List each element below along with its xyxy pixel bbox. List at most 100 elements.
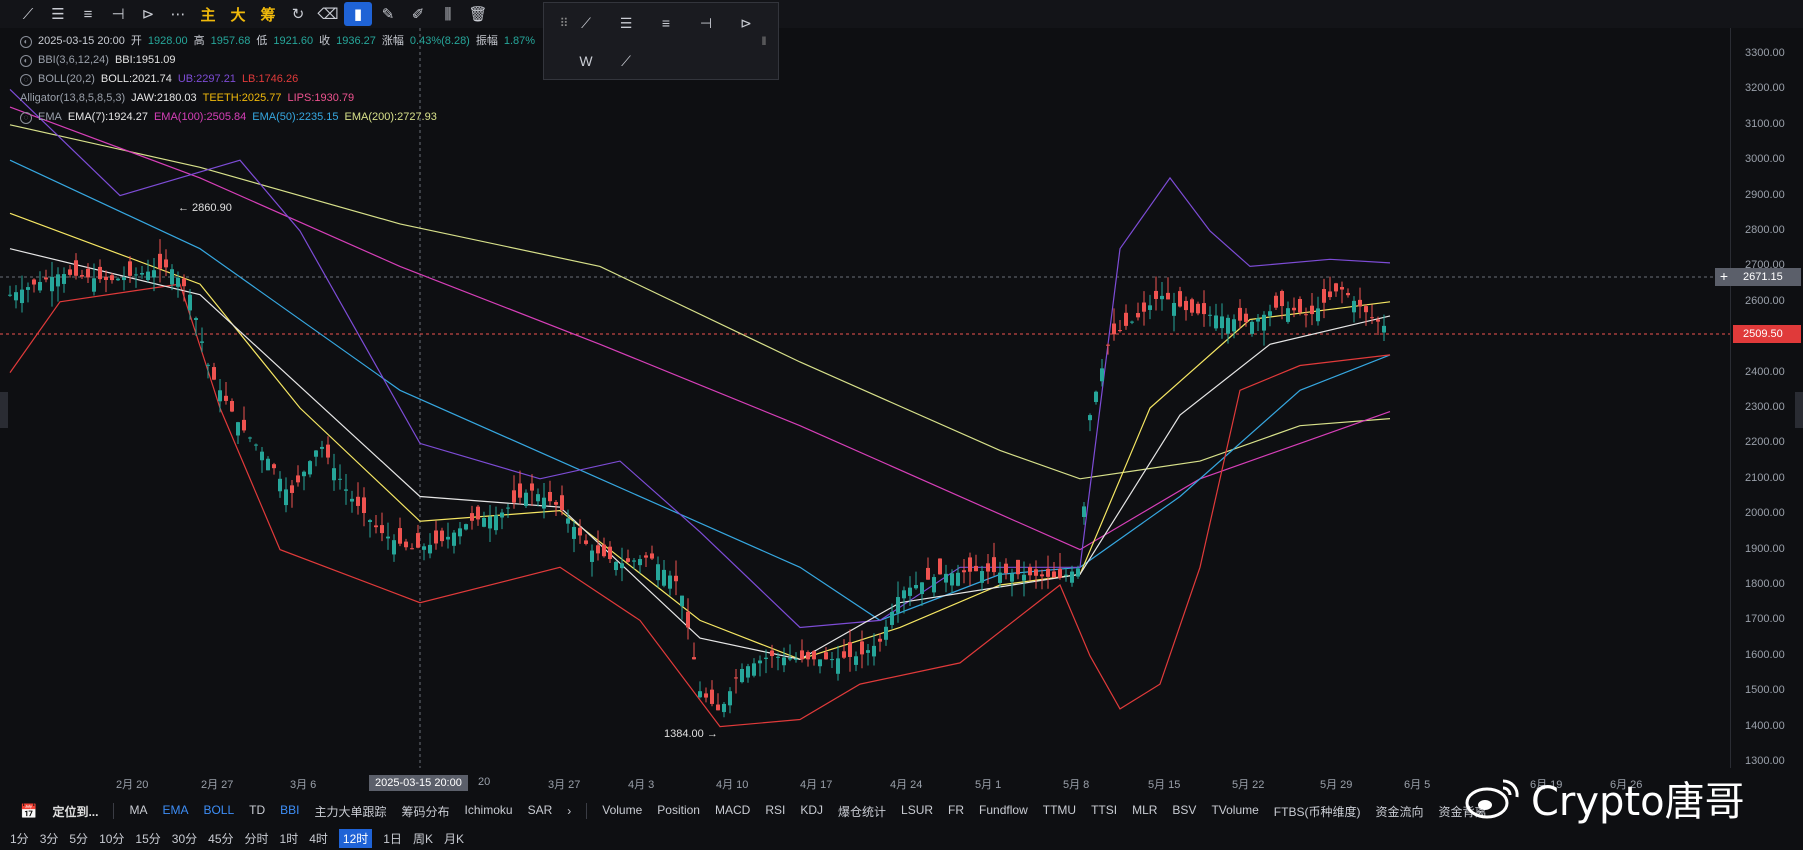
indicator-toggle[interactable]: EMA (162, 802, 189, 817)
indicator-toggle[interactable]: SAR (527, 802, 553, 817)
timeframe-option[interactable]: 5分 (69, 831, 89, 846)
bookmark-icon[interactable]: ▮ (344, 2, 372, 26)
candle-body (14, 292, 18, 301)
candle-body (974, 565, 978, 572)
left-collapse-handle[interactable] (0, 392, 8, 428)
add-alert-icon[interactable]: + (1715, 268, 1733, 286)
trendline-icon[interactable]: ⟋ (581, 14, 591, 31)
bell-icon[interactable]: ◌ (20, 111, 32, 124)
parallel-lines-icon[interactable]: ≡ (83, 5, 93, 23)
candle-body (1190, 299, 1194, 313)
sub-indicator-toggle[interactable]: TTMU (1042, 802, 1077, 817)
sub-indicator-toggle[interactable]: BSV (1172, 802, 1197, 817)
candle-body (1358, 299, 1362, 307)
visibility-icon[interactable]: ◐ (20, 54, 32, 67)
horizontal-lines-icon[interactable]: ☰ (51, 6, 65, 23)
sub-indicators: Volume Position MACD RSI KDJ 爆仓统计 LSUR FR Fundfl… (602, 803, 1486, 820)
horizontal-lines-icon[interactable]: ☰ (619, 14, 633, 31)
calendar-icon[interactable]: 📅 (20, 802, 38, 819)
price-tick: 1700.00 (1745, 613, 1785, 626)
sub-indicator-toggle[interactable]: LSUR (901, 802, 934, 817)
sub-indicator-toggle[interactable]: TTSI (1091, 802, 1118, 817)
timeframe-option[interactable]: 月K (443, 831, 464, 846)
candle-body (686, 611, 690, 628)
timeframe-option[interactable]: 1时 (279, 831, 299, 846)
timeframe-option[interactable]: 45分 (208, 831, 234, 846)
arrow-path-icon[interactable]: ⊳ (141, 6, 155, 23)
sub-indicator-toggle[interactable]: RSI (765, 802, 786, 817)
sub-indicator-toggle[interactable]: FR (948, 802, 965, 817)
delete-icon[interactable]: 🗑 (468, 6, 488, 23)
indicator-toggle[interactable]: MA (129, 802, 148, 817)
timeframe-option[interactable]: 周K (412, 831, 433, 846)
timeframe-option[interactable]: 10分 (99, 831, 125, 846)
more-icon[interactable]: ⋯ (170, 6, 186, 23)
indicator-toggle[interactable]: 筹码分布 (401, 804, 450, 819)
parallel-lines-icon[interactable]: ≡ (661, 15, 671, 31)
candles-icon[interactable]: ⫼ (444, 5, 452, 23)
sub-indicator-toggle[interactable]: MLR (1132, 802, 1158, 817)
indicator-toggle[interactable]: TD (249, 802, 266, 817)
brush-icon[interactable]: ✎ (381, 6, 395, 23)
eraser-icon[interactable]: ⌫ (317, 6, 339, 23)
timeframe-option[interactable]: 4时 (309, 831, 328, 846)
candle-body (950, 573, 954, 586)
sub-indicator-toggle[interactable]: 资金流向 (1375, 804, 1424, 819)
drag-handle-icon[interactable]: ⠿ (559, 16, 569, 30)
price-axis[interactable]: 3300.00 3200.00 3100.00 3000.00 2900.00 2800.… (1730, 28, 1803, 768)
bell-icon[interactable]: ◌ (20, 73, 32, 86)
visibility-icon[interactable]: ◐ (20, 35, 32, 48)
sub-indicator-toggle[interactable]: 爆仓统计 (838, 804, 887, 819)
timeframe-option[interactable]: 12时 (338, 828, 373, 848)
draw-icon[interactable]: ✐ (411, 6, 425, 23)
candle-body (722, 703, 726, 713)
candle-body (1340, 286, 1344, 290)
sub-indicator-toggle[interactable]: Fundflow (979, 802, 1028, 817)
locate-button[interactable]: 定位到... (52, 804, 99, 819)
horizontal-ray-icon[interactable]: ⊣ (699, 14, 713, 31)
time-axis[interactable]: 2月 20 2月 27 3月 6 20 3月 27 4月 3 4月 10 4月 17 4月 24… (0, 772, 1730, 794)
candle-body (566, 518, 570, 524)
indicator-toggle[interactable]: Ichimoku (464, 802, 513, 817)
indicator-toggle[interactable]: BBI (280, 802, 300, 817)
sub-indicator-toggle[interactable]: Volume (602, 802, 643, 817)
big-order-button[interactable]: 大 (230, 6, 246, 24)
indicator-toggle[interactable]: BOLL (203, 802, 235, 817)
trendline-icon[interactable]: ⟋ (22, 5, 34, 23)
timeframe-option[interactable]: 30分 (171, 831, 198, 846)
timeframe-option[interactable]: 1日 (383, 831, 402, 846)
ruler-icon[interactable]: ⟋ (621, 52, 631, 69)
collapse-handle-icon[interactable]: ‖ (761, 34, 767, 48)
chart-area[interactable]: ← 2860.90 1384.00 → (0, 28, 1730, 768)
sub-indicator-toggle[interactable]: KDJ (800, 802, 824, 817)
main-force-button[interactable]: 主 (200, 6, 216, 24)
timeframe-option[interactable]: 分时 (244, 831, 269, 846)
sub-indicator-toggle[interactable]: TVolume (1211, 802, 1259, 817)
horizontal-ray-icon[interactable]: ⊣ (111, 6, 125, 23)
price-tick: 2300.00 (1745, 401, 1785, 413)
price-chart[interactable]: ← 2860.90 1384.00 → (0, 28, 1730, 768)
chip-button[interactable]: 筹 (260, 6, 276, 24)
timeframe-option[interactable]: 1分 (10, 831, 29, 846)
candle-body (74, 260, 78, 276)
sub-indicator-toggle[interactable]: MACD (714, 802, 751, 817)
chevron-right-icon[interactable]: › (567, 804, 572, 818)
indicator-toggle[interactable]: 主力大单跟踪 (314, 804, 387, 819)
timeframe-option[interactable]: 15分 (135, 831, 161, 846)
arrow-path-icon[interactable]: ⊳ (740, 14, 752, 31)
right-collapse-handle[interactable] (1795, 392, 1803, 428)
candle-body (1196, 303, 1200, 314)
candle-body (446, 536, 450, 540)
candle-body (746, 666, 750, 678)
bbi-value: BBI:1951.09 (114, 54, 176, 66)
candle-body (416, 533, 420, 548)
sub-indicator-toggle[interactable]: FTBS(币种维度) (1273, 804, 1361, 819)
timeframe-option[interactable]: 3分 (39, 831, 59, 846)
sub-indicator-toggle[interactable]: Position (657, 802, 700, 817)
redo-icon[interactable]: ↻ (291, 6, 305, 23)
candle-body (716, 704, 720, 711)
wave-icon[interactable]: W (579, 53, 593, 69)
candle-body (572, 526, 576, 539)
candle-body (638, 559, 642, 566)
candle-body (20, 289, 24, 304)
